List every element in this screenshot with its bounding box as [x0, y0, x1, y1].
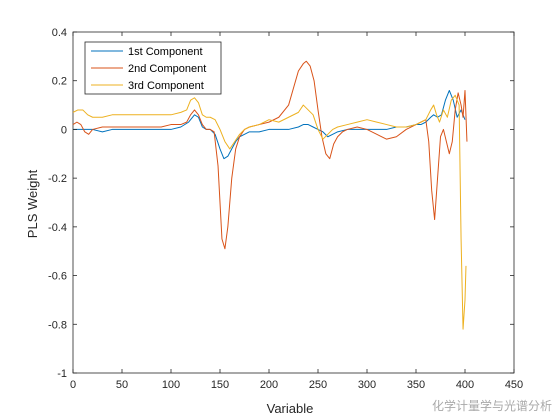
- y-axis-label: PLS Weight: [25, 169, 40, 238]
- watermark: 化学计量学与光谱分析: [431, 399, 552, 413]
- x-tick-label: 0: [70, 379, 76, 391]
- x-tick-label: 300: [358, 379, 376, 391]
- y-tick-label: -1: [57, 368, 67, 380]
- legend: 1st Component 2nd Component 3rd Componen…: [84, 41, 222, 95]
- series-line-3: [72, 94, 467, 330]
- x-tick-label: 400: [456, 379, 474, 391]
- x-tick-label: 350: [407, 379, 425, 391]
- x-tick-label: 250: [309, 379, 327, 391]
- y-tick-label: -0.8: [48, 319, 67, 331]
- series-layer: [72, 60, 468, 330]
- x-axis-label: Variable: [267, 401, 314, 416]
- series-line-1: [73, 89, 466, 160]
- x-ticks: 0 50 100 150 200 250 300 350 400 450: [70, 32, 523, 391]
- legend-label-1: 1st Component: [128, 46, 203, 58]
- y-tick-label: 0: [61, 124, 67, 136]
- x-tick-label: 100: [162, 379, 180, 391]
- y-tick-label: 0.2: [52, 76, 67, 88]
- x-tick-label: 150: [211, 379, 229, 391]
- legend-label-2: 2nd Component: [128, 63, 206, 75]
- x-tick-label: 200: [260, 379, 278, 391]
- legend-label-3: 3rd Component: [128, 80, 204, 92]
- y-tick-label: -0.6: [48, 271, 67, 283]
- series-line-2: [72, 60, 468, 250]
- x-tick-label: 450: [505, 379, 523, 391]
- y-ticks: -1 -0.8 -0.6 -0.4 -0.2 0 0.2 0.4: [48, 27, 514, 380]
- x-tick-label: 50: [116, 379, 128, 391]
- y-tick-label: -0.2: [48, 173, 67, 185]
- y-tick-label: -0.4: [48, 222, 67, 234]
- y-tick-label: 0.4: [52, 27, 67, 39]
